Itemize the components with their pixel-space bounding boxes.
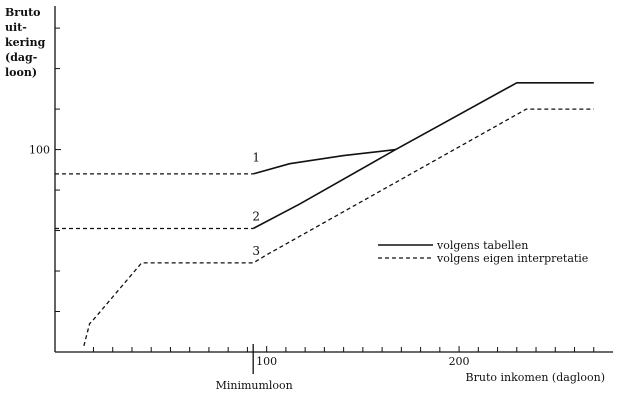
y-label-line: loon): [5, 66, 37, 79]
x-tick-label: 100: [256, 355, 277, 368]
curve-label: 3: [252, 244, 260, 258]
minimumloon-label: Minimumloon: [216, 379, 293, 392]
dashed-series-line: [83, 108, 594, 347]
y-tick-label: 100: [29, 144, 50, 157]
x-tick-label: 200: [449, 355, 470, 368]
y-label-line: Bruto: [5, 6, 41, 19]
y-label-line: (dag-: [5, 51, 37, 64]
solid-series-line: [252, 148, 396, 175]
x-axis-label: Bruto inkomen (dagloon): [466, 371, 605, 384]
legend-label: volgens eigen interpretatie: [436, 252, 588, 265]
curve-label: 2: [252, 209, 260, 223]
series-layer: [55, 82, 594, 347]
curve-label: 1: [252, 151, 260, 165]
y-label-line: kering: [5, 36, 46, 49]
axis-ticks: 100 200 100 Minimumloon: [29, 27, 595, 392]
axes: [54, 6, 613, 353]
solid-series-line: [252, 82, 594, 230]
y-label-line: uit-: [5, 21, 27, 34]
curve-labels: 1 2 3: [252, 151, 260, 258]
legend-label: volgens tabellen: [436, 239, 528, 252]
y-axis-label: Bruto uit-kering (dag-loon): [5, 6, 46, 79]
